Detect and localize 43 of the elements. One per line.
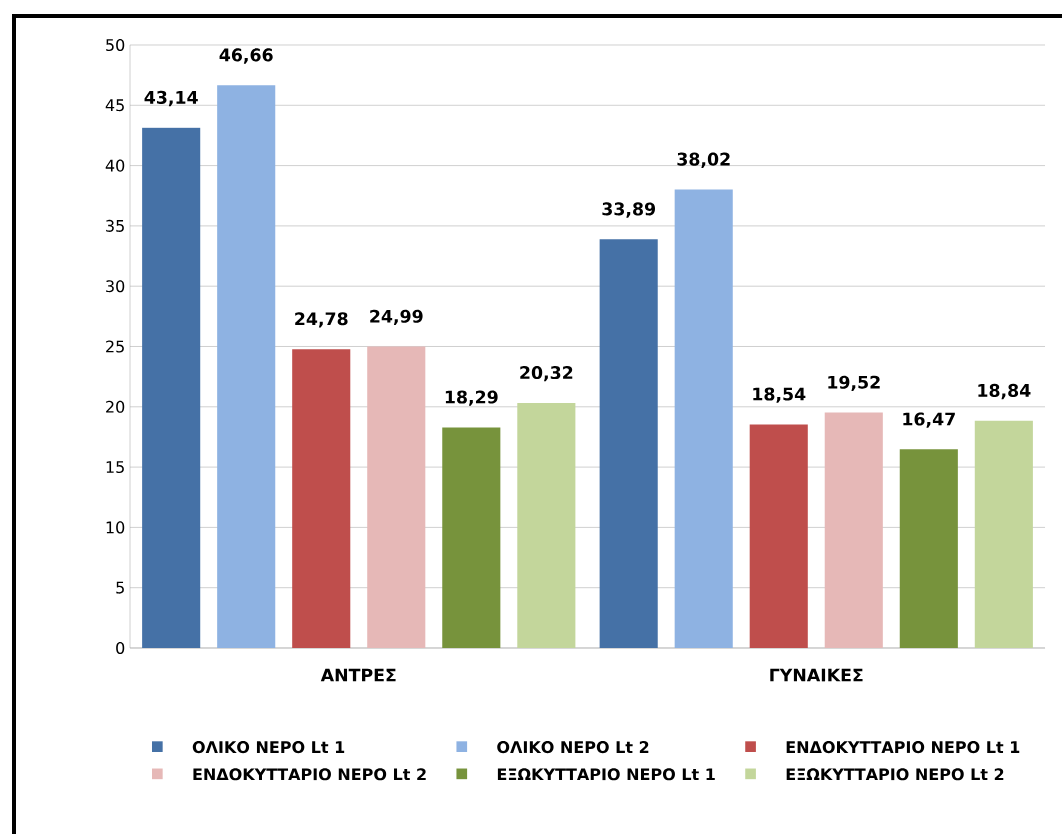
bar xyxy=(674,189,733,648)
legend-label: ΟΛΙΚΟ ΝΕΡΟ Lt 2 xyxy=(497,741,649,754)
data-label: 18,84 xyxy=(978,383,1031,400)
data-label: 24,78 xyxy=(295,312,348,328)
legend-label: ΟΛΙΚΟ ΝΕΡΟ Lt 1 xyxy=(192,741,345,754)
data-label: 16,47 xyxy=(903,412,955,428)
y-tick-label: 35 xyxy=(106,219,124,232)
legend-label: ΕΝΔΟΚΥΤΤΑΡΙΟ ΝΕΡΟ Lt 2 xyxy=(193,768,426,781)
x-tick-label: ΑΝΤΡΕΣ xyxy=(320,668,396,682)
bar xyxy=(442,427,501,648)
data-label: 18,29 xyxy=(445,390,498,406)
y-tick-label: 45 xyxy=(105,99,124,112)
data-label: 18,54 xyxy=(753,387,806,403)
data-label: 38,02 xyxy=(677,152,730,168)
y-tick-label: 10 xyxy=(106,521,125,534)
bar xyxy=(517,402,576,648)
y-tick-label: 25 xyxy=(106,340,124,353)
y-tick-label: 40 xyxy=(105,159,125,172)
bar xyxy=(899,449,958,648)
legend-label: ΕΞΩΚΥΤΤΑΡΙΟ ΝΕΡΟ Lt 2 xyxy=(786,768,1004,781)
y-tick-label: 15 xyxy=(106,461,124,474)
bar xyxy=(974,420,1033,648)
data-label: 24,99 xyxy=(370,309,423,326)
bar xyxy=(749,424,808,648)
data-label: 43,14 xyxy=(144,90,198,107)
y-tick-label: 20 xyxy=(106,400,125,413)
y-tick-label: 5 xyxy=(116,581,124,594)
y-tick-label: 30 xyxy=(106,280,125,293)
y-tick-label: 0 xyxy=(116,641,125,655)
legend-label: ΕΝΔΟΚΥΤΤΑΡΙΟ ΝΕΡΟ Lt 1 xyxy=(786,741,1020,754)
legend-label: ΕΞΩΚΥΤΤΑΡΙΟ ΝΕΡΟ Lt 1 xyxy=(497,768,715,781)
y-tick-label: 50 xyxy=(106,38,125,52)
bar xyxy=(292,349,351,648)
bar xyxy=(599,239,658,648)
data-label: 33,89 xyxy=(602,202,656,218)
bar xyxy=(142,127,201,648)
data-label: 46,66 xyxy=(219,48,273,64)
bar xyxy=(367,346,426,648)
data-label: 19,52 xyxy=(828,375,880,391)
data-label: 20,32 xyxy=(520,366,573,382)
bar xyxy=(217,85,276,648)
bar xyxy=(824,412,883,648)
x-tick-label: ΓΥΝΑΙΚΕΣ xyxy=(770,668,863,682)
